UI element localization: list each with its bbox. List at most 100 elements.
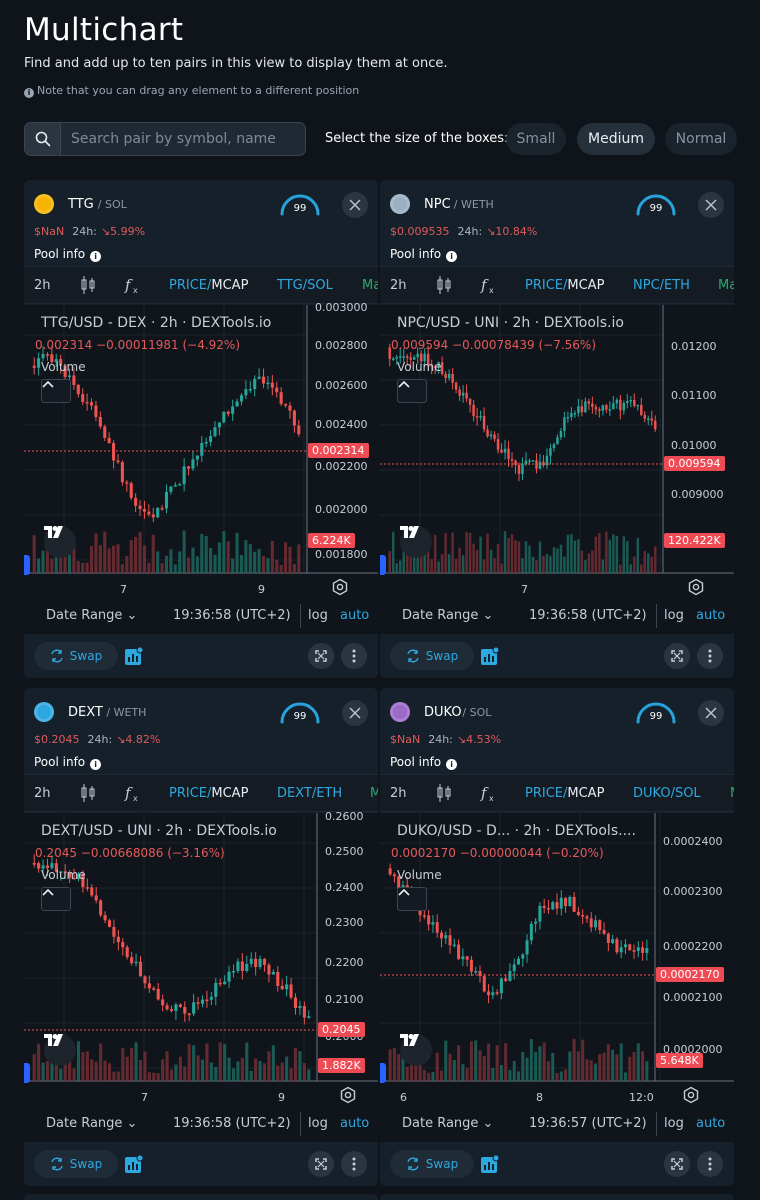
candle-body — [388, 868, 392, 875]
price-axis-label: 0.002200 — [315, 460, 368, 473]
candle-body — [178, 1004, 182, 1007]
token-logo-icon — [34, 194, 54, 214]
auto-scale-toggle[interactable]: auto — [696, 608, 726, 623]
candles-icon[interactable] — [436, 783, 452, 807]
close-card-button[interactable] — [698, 700, 724, 726]
swap-button[interactable]: Swap — [390, 642, 474, 670]
pool-info[interactable]: Pool info i — [34, 755, 102, 770]
size-small-button[interactable]: Small — [506, 123, 566, 155]
candle-body — [68, 872, 72, 878]
collapse-legend-button[interactable] — [41, 887, 71, 911]
drag-handle[interactable] — [380, 555, 386, 575]
pool-info[interactable]: Pool info i — [390, 755, 458, 770]
swap-icon — [407, 649, 419, 663]
date-range-button[interactable]: Date Range ⌄ — [402, 608, 493, 623]
date-range-button[interactable]: Date Range ⌄ — [402, 1116, 493, 1131]
pair-toggle[interactable]: NPC/ETH — [633, 278, 690, 293]
log-scale-toggle[interactable]: log — [664, 608, 684, 623]
token-symbol[interactable]: NPC — [424, 197, 451, 212]
close-card-button[interactable] — [342, 192, 368, 218]
collapse-legend-button[interactable] — [41, 379, 71, 403]
collapse-legend-button[interactable] — [397, 887, 427, 911]
token-symbol[interactable]: DEXT — [68, 705, 103, 720]
close-card-button[interactable] — [342, 700, 368, 726]
tradingview-logo-icon[interactable] — [44, 526, 76, 558]
more-toolbar-item[interactable]: Ma — [718, 278, 734, 293]
price-mcap-toggle[interactable]: PRICE/MCAP — [525, 786, 604, 801]
fullscreen-button[interactable] — [308, 1151, 334, 1177]
log-scale-toggle[interactable]: log — [308, 608, 328, 623]
volume-bar — [538, 541, 542, 573]
more-toolbar-item[interactable]: Ma — [362, 278, 378, 293]
chart-settings-gear-icon[interactable] — [331, 578, 351, 598]
pool-info[interactable]: Pool info i — [34, 247, 102, 262]
date-range-button[interactable]: Date Range ⌄ — [46, 608, 137, 623]
candles-icon[interactable] — [80, 275, 96, 299]
pool-info[interactable]: Pool info i — [390, 247, 458, 262]
more-options-button[interactable] — [697, 1151, 723, 1177]
drag-handle[interactable] — [380, 1063, 386, 1083]
price-chart[interactable]: DEXT/USD - UNI · 2h · DEXTools.io 0.2045 … — [24, 810, 378, 1108]
search-input[interactable] — [61, 124, 305, 154]
chart-settings-gear-icon[interactable] — [339, 1086, 359, 1106]
interval-button[interactable]: 2h — [390, 786, 407, 801]
price-mcap-toggle[interactable]: PRICE/MCAP — [169, 278, 248, 293]
log-scale-toggle[interactable]: log — [308, 1116, 328, 1131]
size-medium-button[interactable]: Medium — [577, 123, 655, 155]
more-options-button[interactable] — [697, 643, 723, 669]
interval-button[interactable]: 2h — [34, 786, 51, 801]
fullscreen-button[interactable] — [664, 643, 690, 669]
size-normal-button[interactable]: Normal — [665, 123, 737, 155]
more-toolbar-item[interactable]: M — [370, 786, 378, 801]
price-mcap-toggle[interactable]: PRICE/MCAP — [525, 278, 604, 293]
candle-body — [615, 939, 619, 953]
candle-body — [187, 1013, 191, 1016]
close-card-button[interactable] — [698, 192, 724, 218]
price-chart[interactable]: NPC/USD - UNI · 2h · DEXTools.io 0.009594… — [380, 305, 734, 600]
candles-icon[interactable] — [80, 783, 96, 807]
auto-scale-toggle[interactable]: auto — [340, 608, 370, 623]
chart-settings-gear-icon[interactable] — [687, 578, 707, 598]
pair-toggle[interactable]: DEXT/ETH — [277, 786, 343, 801]
fullscreen-button[interactable] — [664, 1151, 690, 1177]
bar-chart-icon[interactable] — [480, 646, 500, 666]
swap-button[interactable]: Swap — [34, 1150, 118, 1178]
interval-button[interactable]: 2h — [34, 278, 51, 293]
price-chart[interactable]: DUKO/USD - D... · 2h · DEXTools.... 0.000… — [380, 813, 734, 1108]
swap-button[interactable]: Swap — [390, 1150, 474, 1178]
pair-toggle[interactable]: DUKO/SOL — [633, 786, 701, 801]
bar-chart-icon[interactable] — [124, 646, 144, 666]
bar-chart-icon[interactable] — [480, 1154, 500, 1174]
token-symbol[interactable]: DUKO — [424, 705, 462, 720]
volume-bar — [535, 560, 538, 573]
interval-button[interactable]: 2h — [390, 278, 407, 293]
price-chart[interactable]: TTG/USD - DEX · 2h · DEXTools.io 0.002314… — [24, 301, 378, 600]
drag-handle[interactable] — [24, 1063, 30, 1083]
price-mcap-toggle[interactable]: PRICE/MCAP — [169, 786, 248, 801]
drag-handle[interactable] — [24, 555, 30, 575]
chart-toolbar: 2h fx PRICE/MCAP NPC/ETH Ma — [380, 266, 734, 304]
pair-toggle[interactable]: TTG/SOL — [277, 278, 333, 293]
tradingview-logo-icon[interactable] — [400, 526, 432, 558]
chart-settings-gear-icon[interactable] — [682, 1086, 702, 1106]
auto-scale-toggle[interactable]: auto — [340, 1116, 370, 1131]
fullscreen-button[interactable] — [308, 643, 334, 669]
candles-icon[interactable] — [436, 275, 452, 299]
more-toolbar-item[interactable]: M — [730, 786, 734, 801]
tradingview-logo-icon[interactable] — [400, 1034, 432, 1066]
bar-chart-icon[interactable] — [124, 1154, 144, 1174]
more-options-button[interactable] — [341, 1151, 367, 1177]
log-scale-toggle[interactable]: log — [664, 1116, 684, 1131]
search-icon[interactable] — [25, 123, 61, 155]
token-symbol[interactable]: TTG — [68, 197, 94, 212]
more-options-button[interactable] — [341, 643, 367, 669]
auto-scale-toggle[interactable]: auto — [696, 1116, 726, 1131]
collapse-legend-button[interactable] — [397, 379, 427, 403]
tradingview-logo-icon[interactable] — [44, 1034, 76, 1066]
date-range-button[interactable]: Date Range ⌄ — [46, 1116, 137, 1131]
swap-button[interactable]: Swap — [34, 642, 118, 670]
